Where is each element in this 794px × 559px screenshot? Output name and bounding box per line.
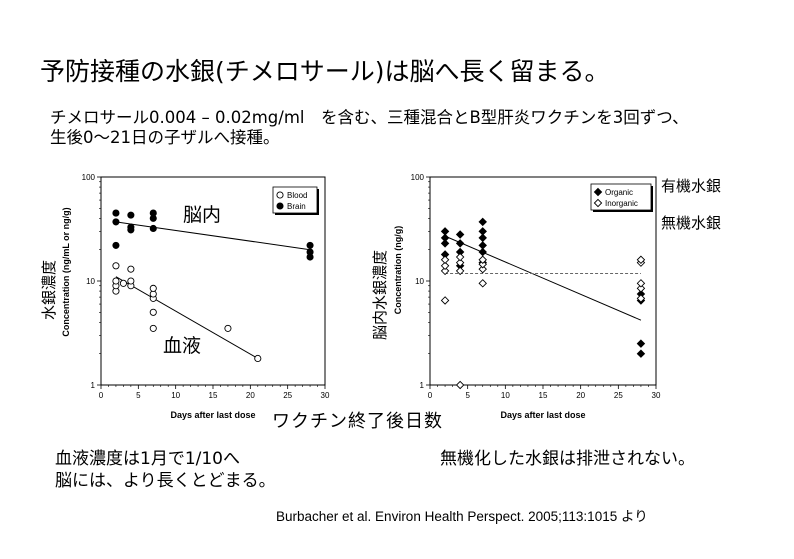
trend-line-organic: [444, 235, 642, 321]
trend-line-brain: [115, 221, 311, 251]
data-point-inorganic: [440, 255, 450, 265]
data-point-brain: [112, 218, 120, 226]
x-tick-label: 30: [652, 391, 661, 400]
y-axis-label: Concentration (ng/mL or ng/g): [61, 207, 71, 336]
data-point-brain: [149, 224, 157, 233]
trend-line-blood: [115, 276, 259, 359]
y-tick-label: 10: [415, 277, 424, 286]
legend-label-blood: Blood: [287, 191, 307, 200]
legend-box: [590, 183, 652, 211]
data-point-brain: [127, 223, 135, 231]
series-annotation-brain: 脳内: [183, 204, 221, 226]
data-point-inorganic: [636, 255, 646, 265]
data-point-organic: [440, 239, 450, 248]
citation: Burbacher et al. Environ Health Perspect…: [276, 509, 648, 524]
data-point-brain: [127, 211, 135, 219]
data-point-blood: [149, 308, 157, 316]
data-point-organic: [478, 217, 487, 227]
data-point-blood: [224, 324, 232, 332]
x-tick-label: 0: [99, 391, 104, 400]
data-point-inorganic: [455, 258, 465, 267]
y-tick-label: 100: [411, 173, 425, 182]
data-point-blood: [254, 354, 262, 363]
data-point-inorganic: [478, 279, 487, 288]
y-axis-label: Concentration (ng/g): [393, 226, 403, 315]
x-tick-label: 10: [501, 391, 510, 400]
data-point-organic: [440, 233, 450, 243]
legend-marker-brain: [276, 202, 284, 210]
note-inorganic: 無機化した水銀は排泄されない。: [440, 449, 695, 469]
data-point-inorganic: [440, 261, 450, 271]
chart-organic-inorganic: 0 5 10 15 20 25 30 1 10 100 Days after last dose Co…: [371, 173, 721, 420]
data-point-inorganic: [455, 266, 465, 276]
legend-marker-blood: [276, 191, 284, 199]
data-point-blood: [149, 284, 157, 292]
x-tick-label: 0: [428, 391, 433, 400]
data-point-blood: [149, 324, 157, 332]
legend-marker-organic: [593, 187, 603, 197]
slide-title: 予防接種の水銀(チメロサール)は脳へ長く留まる。: [40, 57, 610, 86]
data-point-brain: [149, 209, 157, 217]
data-point-inorganic: [478, 259, 487, 269]
data-point-inorganic: [636, 294, 646, 303]
data-point-inorganic: [440, 266, 450, 276]
data-point-blood: [112, 262, 120, 270]
y-tick-label: 1: [420, 381, 425, 390]
x-tick-label: 15: [539, 391, 548, 400]
data-point-brain: [112, 241, 120, 249]
chart-blood-brain: 0 5 10 15 20 25 30 1 10 100 Days after last dose Co…: [40, 173, 330, 420]
data-point-organic: [455, 239, 465, 248]
x-tick-label: 25: [283, 391, 292, 400]
data-point-organic: [478, 233, 487, 243]
legend-marker-inorganic: [593, 198, 603, 208]
x-tick-label: 25: [614, 391, 623, 400]
x-tick-label: 5: [465, 391, 470, 400]
data-point-inorganic: [478, 264, 487, 274]
note-blood: 血液濃度は1月で1/10へ: [55, 449, 240, 469]
x-axis-label: Days after last dose: [170, 410, 255, 420]
data-point-organic: [478, 241, 487, 250]
series-annotation-blood: 血液: [163, 335, 201, 357]
note-brain: 脳には、より長くとどまる。: [55, 471, 276, 491]
x-tick-label: 5: [136, 391, 141, 400]
data-point-blood: [127, 277, 135, 285]
x-tick-label: 15: [209, 391, 218, 400]
data-point-organic: [455, 230, 465, 239]
data-point-blood: [119, 279, 127, 287]
description-line-1: チメロサール0.004 – 0.02mg/ml を含む、三種混合とB型肝炎ワクチ…: [50, 108, 689, 127]
legend-label-inorganic: Inorganic: [605, 199, 638, 208]
legend-label-organic: Organic: [605, 188, 633, 197]
y-tick-label: 1: [91, 381, 96, 390]
y-axis-label-jp: 脳内水銀濃度: [371, 250, 389, 340]
common-x-axis-label: ワクチン終了後日数: [272, 411, 443, 432]
series-annotation-organic: 有機水銀: [661, 177, 721, 195]
x-axis-label: Days after last dose: [500, 410, 585, 420]
legend-label-brain: Brain: [287, 202, 306, 211]
data-point-organic: [478, 227, 487, 236]
data-point-inorganic: [455, 252, 465, 262]
data-point-inorganic: [478, 255, 487, 265]
data-point-blood: [127, 265, 135, 273]
data-point-brain: [306, 241, 314, 249]
y-axis-label-jp: 水銀濃度: [40, 260, 58, 320]
data-point-organic: [636, 339, 646, 348]
x-tick-label: 20: [576, 391, 585, 400]
data-point-organic: [636, 349, 646, 358]
data-point-organic: [440, 227, 450, 236]
data-point-blood: [112, 277, 120, 285]
y-tick-label: 10: [86, 277, 95, 286]
data-point-inorganic: [636, 279, 646, 288]
data-point-inorganic: [455, 380, 465, 390]
y-tick-label: 100: [82, 173, 96, 182]
data-point-inorganic: [440, 296, 450, 305]
data-point-brain: [306, 248, 314, 256]
x-tick-label: 30: [321, 391, 330, 400]
x-tick-label: 10: [171, 391, 180, 400]
data-point-brain: [112, 209, 120, 217]
data-point-inorganic: [636, 284, 646, 293]
x-tick-label: 20: [246, 391, 255, 400]
description-line-2: 生後0〜21日の子ザルへ接種。: [50, 128, 280, 147]
series-annotation-inorganic: 無機水銀: [661, 214, 721, 232]
